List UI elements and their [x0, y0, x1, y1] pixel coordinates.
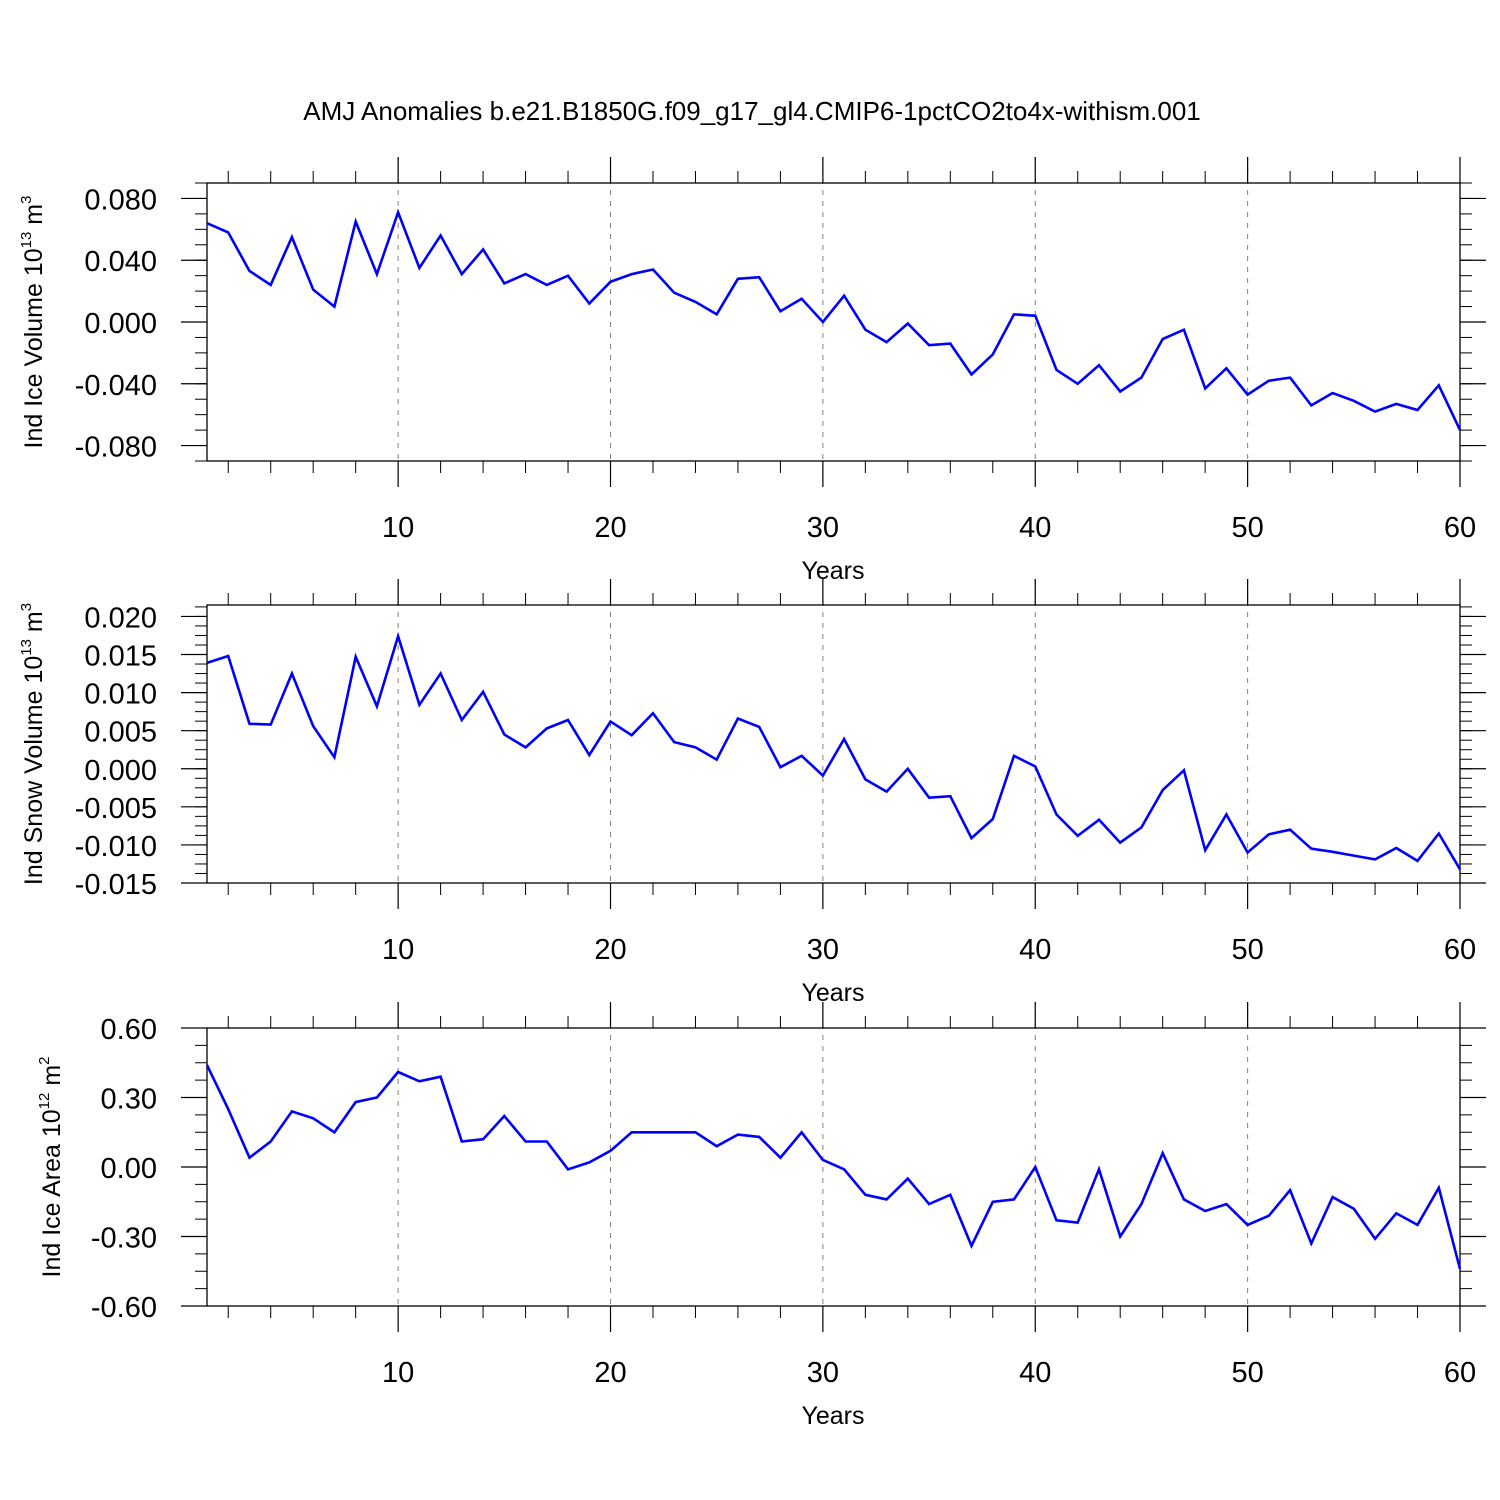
- y-axis-label-unit-exponent: 3: [18, 603, 35, 611]
- y-tick-label: 0.020: [84, 602, 157, 634]
- y-axis-label-unit-exponent: 2: [36, 1057, 53, 1065]
- y-tick-label: 0.040: [84, 246, 157, 278]
- x-tick-label: 60: [1444, 512, 1476, 544]
- y-tick-label: 0.015: [84, 641, 157, 673]
- x-tick-label: 10: [382, 512, 414, 544]
- y-tick-label: -0.080: [75, 432, 157, 464]
- plot-frame: [206, 604, 1461, 884]
- plot-frame: [206, 1027, 1461, 1307]
- chart-title: AMJ Anomalies b.e21.B1850G.f09_g17_gl4.C…: [303, 96, 1200, 126]
- x-tick-label: 20: [594, 934, 626, 966]
- y-axis-label-exponent: 13: [18, 232, 35, 249]
- y-axis-label: Ind Ice Volume 1013 m3: [18, 196, 48, 449]
- series-line: [206, 208, 1462, 431]
- y-tick-label: -0.010: [75, 831, 157, 863]
- y-axis-label-text: Ind Ice Area 10: [38, 1109, 66, 1277]
- x-tick-label: 40: [1019, 512, 1051, 544]
- y-tick-label: 0.010: [84, 679, 157, 711]
- x-tick-label: 50: [1231, 1357, 1263, 1389]
- y-tick-label: -0.015: [75, 869, 157, 901]
- y-tick-label: 0.005: [84, 717, 157, 749]
- x-axis-label: Years: [801, 557, 864, 585]
- series-line: [206, 631, 1462, 870]
- x-tick-label: 50: [1231, 512, 1263, 544]
- y-tick-label: -0.30: [91, 1223, 157, 1255]
- x-tick-label: 50: [1231, 934, 1263, 966]
- y-axis-label-unit: m: [20, 204, 48, 232]
- y-tick-label: 0.00: [101, 1153, 157, 1185]
- x-axis-label: Years: [801, 979, 864, 1007]
- y-axis-label-exponent: 13: [18, 639, 35, 656]
- y-axis-label-text: Ind Ice Volume 10: [20, 248, 48, 448]
- y-tick-label: 0.60: [101, 1014, 157, 1046]
- x-tick-label: 60: [1444, 1357, 1476, 1389]
- y-axis-label-text: Ind Snow Volume 10: [20, 656, 48, 885]
- x-tick-label: 10: [382, 934, 414, 966]
- x-tick-label: 40: [1019, 1357, 1051, 1389]
- y-tick-label: -0.005: [75, 793, 157, 825]
- panel-3: 10 20 30 40 50 60 0.60 0.30 0.00 -0.30 -0.60 Years I…: [36, 1002, 1486, 1430]
- y-tick-label: 0.080: [84, 184, 157, 216]
- x-tick-label: 30: [807, 1357, 839, 1389]
- panel-1: 10 20 30 40 50 60 0.080 0.040 0.000 -0.040 -0.080 Y…: [18, 157, 1486, 585]
- series-line: [205, 1064, 1462, 1270]
- y-tick-label: -0.040: [75, 370, 157, 402]
- x-tick-label: 20: [594, 512, 626, 544]
- x-tick-label: 10: [382, 1357, 414, 1389]
- panel-2: 10 20 30 40 50 60 0.020 0.015 0.010 0.005 0.000 -0.…: [18, 579, 1486, 1007]
- y-axis-label: Ind Ice Area 1012 m2: [36, 1057, 66, 1278]
- y-tick-label: 0.30: [101, 1084, 157, 1116]
- x-tick-label: 20: [594, 1357, 626, 1389]
- y-axis-label-exponent: 12: [36, 1093, 53, 1110]
- x-tick-label: 40: [1019, 934, 1051, 966]
- y-axis-label-unit: m: [38, 1065, 66, 1093]
- y-axis-label-unit: m: [20, 611, 48, 639]
- x-tick-label: 60: [1444, 934, 1476, 966]
- y-axis-label: Ind Snow Volume 1013 m3: [18, 603, 48, 885]
- y-tick-label: 0.000: [84, 308, 157, 340]
- y-axis-label-unit-exponent: 3: [18, 196, 35, 204]
- y-tick-label: 0.000: [84, 755, 157, 787]
- x-tick-label: 30: [807, 512, 839, 544]
- x-axis-label: Years: [801, 1402, 864, 1430]
- x-tick-label: 30: [807, 934, 839, 966]
- y-tick-label: -0.60: [91, 1292, 157, 1324]
